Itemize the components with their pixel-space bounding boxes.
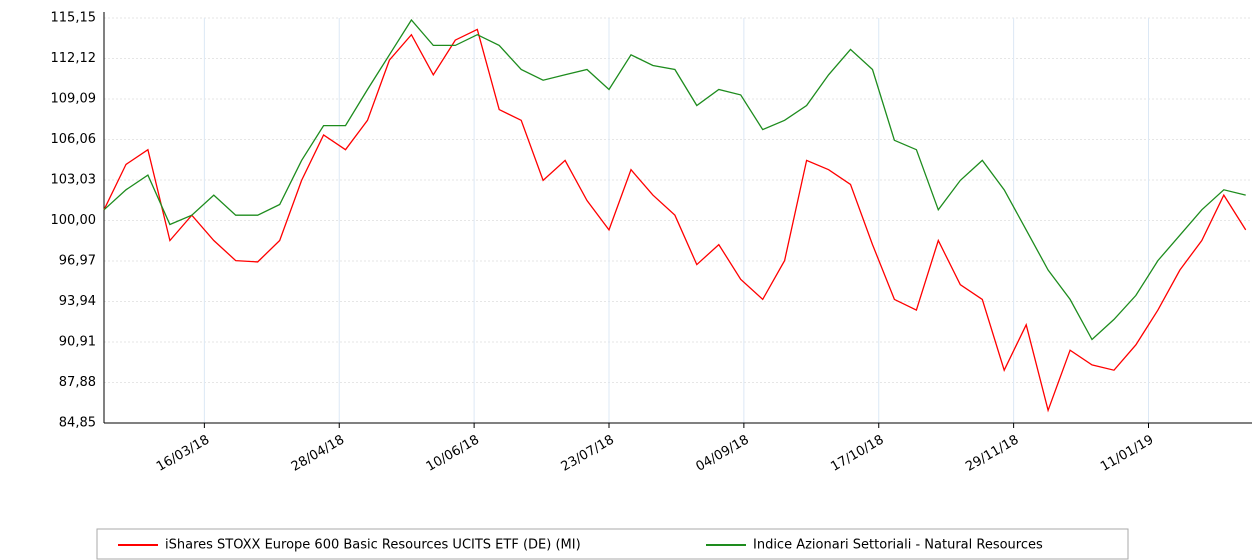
y-tick-label: 106,06 — [51, 132, 97, 147]
y-tick-label: 84,85 — [59, 416, 96, 431]
x-tick-label: 23/07/18 — [559, 433, 617, 475]
line-series — [103, 18, 1246, 341]
x-tick-label: 11/01/19 — [1098, 433, 1156, 475]
x-tick-label: 10/06/18 — [424, 433, 482, 475]
y-tick-label: 96,97 — [59, 254, 96, 269]
y-tick-label: 109,09 — [51, 92, 97, 107]
y-tick-label: 93,94 — [59, 294, 96, 309]
y-tick-label: 90,91 — [59, 335, 96, 350]
x-tick-label: 16/03/18 — [154, 433, 212, 475]
x-tick-label: 28/04/18 — [289, 433, 347, 475]
legend-label: iShares STOXX Europe 600 Basic Resources… — [165, 538, 581, 553]
x-tick-label: 04/09/18 — [694, 433, 752, 475]
y-tick-label: 87,88 — [59, 375, 96, 390]
line-series — [103, 28, 1247, 413]
y-tick-label: 115,15 — [51, 11, 97, 26]
legend-box — [96, 528, 1129, 560]
y-tick-label: 103,03 — [51, 173, 97, 188]
legend-label: Indice Azionari Settoriali - Natural Res… — [753, 538, 1043, 553]
x-tick-label: 29/11/18 — [963, 433, 1021, 475]
y-tick-label: 100,00 — [51, 213, 97, 228]
y-tick-label: 112,12 — [51, 51, 97, 66]
x-tick-label: 17/10/18 — [828, 433, 886, 475]
